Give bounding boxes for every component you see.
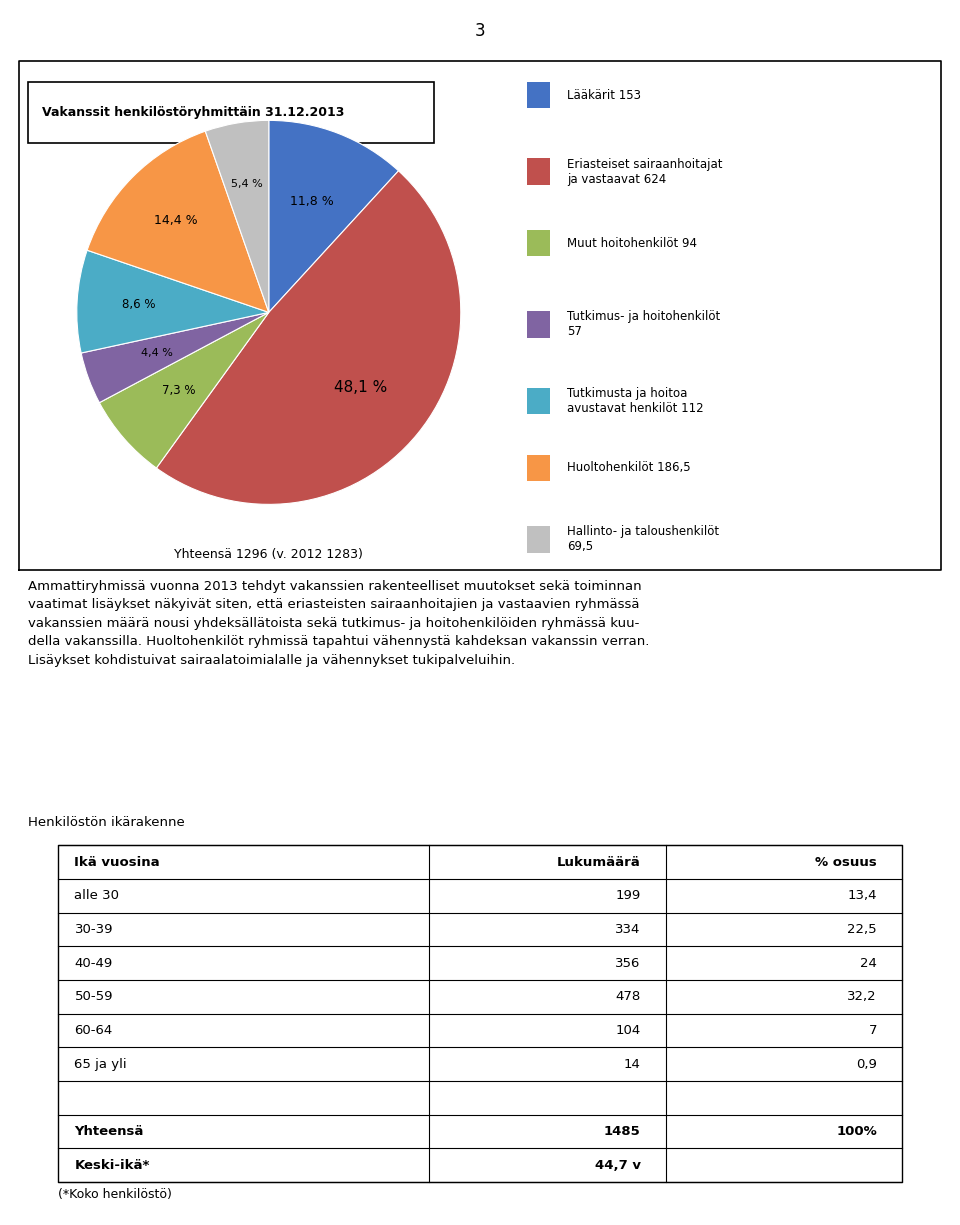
Wedge shape — [77, 250, 269, 353]
Text: 3: 3 — [474, 22, 486, 39]
Bar — [29, 82, 434, 142]
Text: 11,8 %: 11,8 % — [290, 195, 334, 208]
Text: Lääkärit 153: Lääkärit 153 — [567, 88, 641, 102]
Text: 13,4: 13,4 — [848, 889, 877, 903]
Text: 4,4 %: 4,4 % — [141, 348, 173, 359]
Bar — [527, 388, 550, 414]
Text: 22,5: 22,5 — [848, 922, 877, 936]
Text: 104: 104 — [615, 1024, 640, 1038]
Bar — [527, 158, 550, 185]
Wedge shape — [205, 120, 269, 312]
Text: 7: 7 — [869, 1024, 877, 1038]
Text: 44,7 v: 44,7 v — [594, 1159, 640, 1172]
Text: Yhteensä: Yhteensä — [75, 1125, 144, 1138]
Text: 199: 199 — [615, 889, 640, 903]
Text: Huoltohenkilöt 186,5: Huoltohenkilöt 186,5 — [567, 462, 690, 474]
Text: 60-64: 60-64 — [75, 1024, 112, 1038]
Text: Vakanssit henkilöstöryhmittäin 31.12.2013: Vakanssit henkilöstöryhmittäin 31.12.201… — [42, 105, 345, 119]
Text: 14,4 %: 14,4 % — [155, 214, 198, 227]
Bar — [527, 82, 550, 108]
Text: 1485: 1485 — [604, 1125, 640, 1138]
Text: Keski-ikä*: Keski-ikä* — [75, 1159, 150, 1172]
Wedge shape — [269, 120, 398, 312]
Text: 100%: 100% — [836, 1125, 877, 1138]
Text: 48,1 %: 48,1 % — [334, 380, 388, 394]
Text: 50-59: 50-59 — [75, 990, 113, 1003]
Wedge shape — [100, 312, 269, 468]
Bar — [527, 311, 550, 338]
Wedge shape — [87, 131, 269, 312]
Text: 356: 356 — [615, 957, 640, 970]
Text: 32,2: 32,2 — [848, 990, 877, 1003]
Text: Lukumäärä: Lukumäärä — [557, 855, 640, 869]
Text: Tutkimusta ja hoitoa
avustavat henkilöt 112: Tutkimusta ja hoitoa avustavat henkilöt … — [567, 387, 704, 415]
Text: Ammattiryhmissä vuonna 2013 tehdyt vakanssien rakenteelliset muutokset sekä toim: Ammattiryhmissä vuonna 2013 tehdyt vakan… — [29, 579, 650, 666]
Text: 40-49: 40-49 — [75, 957, 112, 970]
Text: 24: 24 — [860, 957, 877, 970]
Text: 7,3 %: 7,3 % — [162, 385, 196, 397]
Text: 478: 478 — [615, 990, 640, 1003]
Text: 334: 334 — [615, 922, 640, 936]
Text: 5,4 %: 5,4 % — [231, 179, 263, 189]
Text: Tutkimus- ja hoitohenkilöt
57: Tutkimus- ja hoitohenkilöt 57 — [567, 310, 720, 338]
Bar — [527, 527, 550, 552]
Wedge shape — [82, 312, 269, 403]
Text: alle 30: alle 30 — [75, 889, 119, 903]
Text: 0,9: 0,9 — [856, 1057, 877, 1071]
Text: Henkilöstön ikärakenne: Henkilöstön ikärakenne — [29, 816, 185, 829]
Bar — [527, 230, 550, 256]
Text: 14: 14 — [624, 1057, 640, 1071]
Text: % osuus: % osuus — [815, 855, 877, 869]
Wedge shape — [156, 170, 461, 505]
Text: Yhteensä 1296 (v. 2012 1283): Yhteensä 1296 (v. 2012 1283) — [175, 548, 363, 561]
Text: 8,6 %: 8,6 % — [122, 298, 156, 311]
Text: 65 ja yli: 65 ja yli — [75, 1057, 127, 1071]
Text: 30-39: 30-39 — [75, 922, 113, 936]
Bar — [527, 454, 550, 481]
Text: Hallinto- ja taloushenkilöt
69,5: Hallinto- ja taloushenkilöt 69,5 — [567, 526, 719, 554]
Text: Muut hoitohenkilöt 94: Muut hoitohenkilöt 94 — [567, 236, 697, 250]
Text: (*Koko henkilöstö): (*Koko henkilöstö) — [58, 1188, 172, 1200]
Text: Ikä vuosina: Ikä vuosina — [75, 855, 160, 869]
Text: Eriasteiset sairaanhoitajat
ja vastaavat 624: Eriasteiset sairaanhoitajat ja vastaavat… — [567, 158, 723, 186]
